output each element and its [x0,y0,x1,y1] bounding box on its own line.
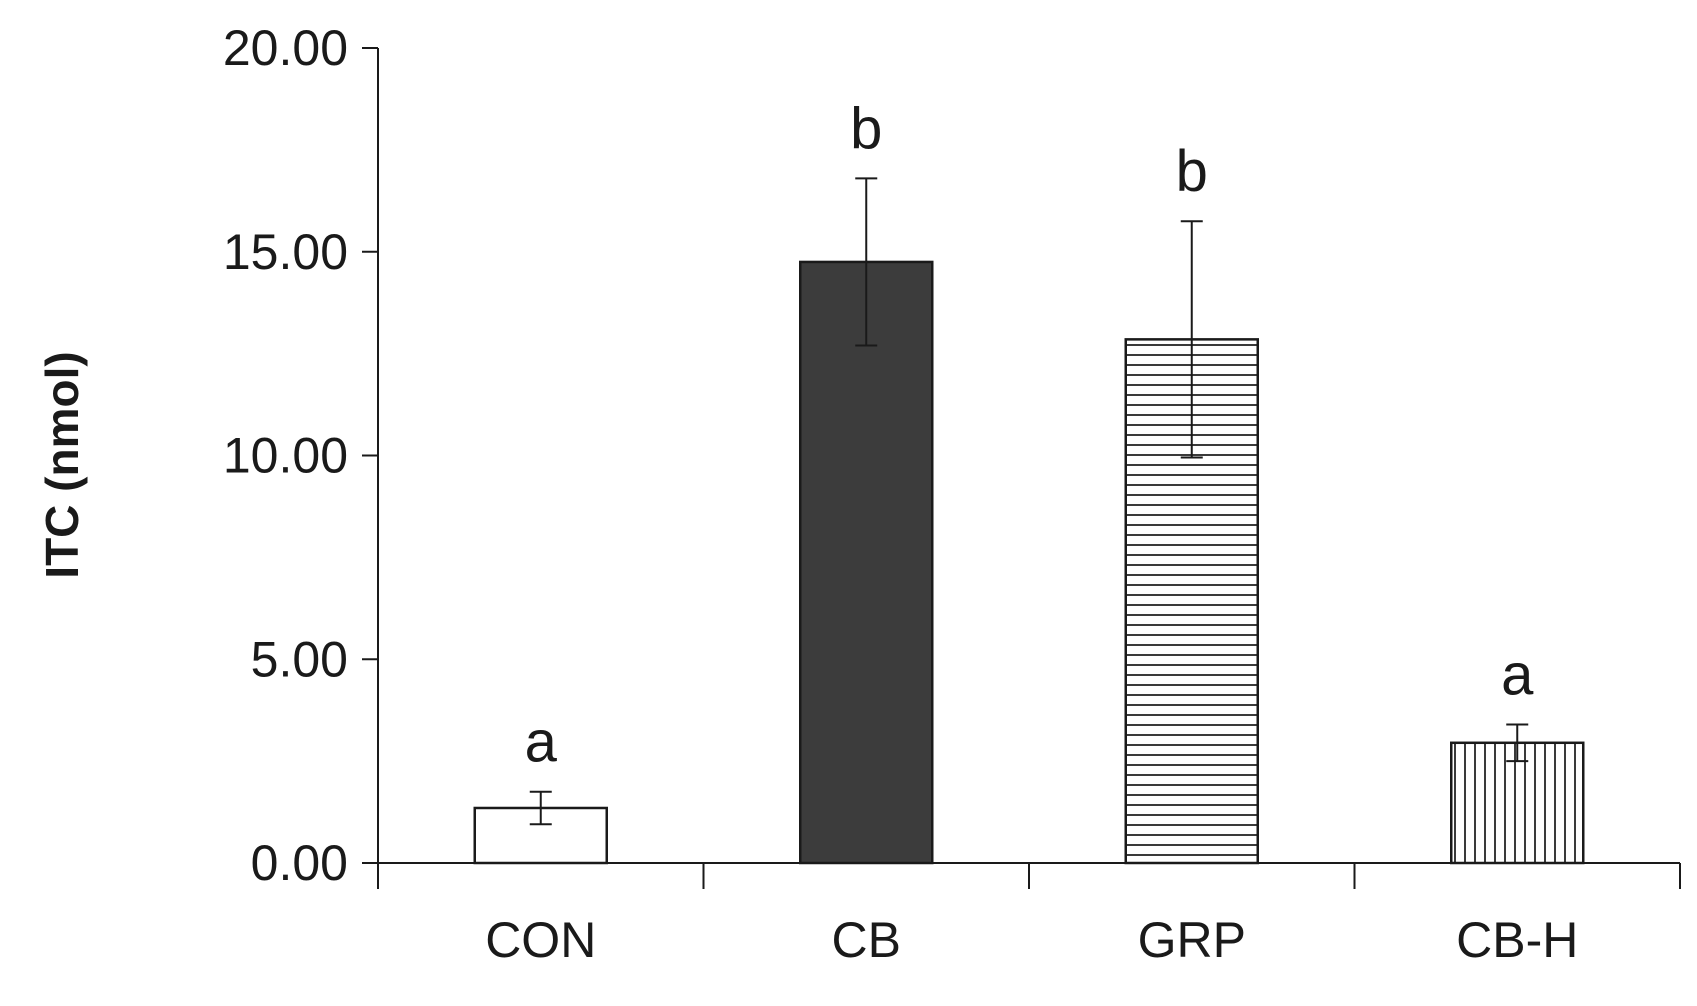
x-category-label: CB [832,912,901,968]
x-category-label: CON [485,912,596,968]
y-tick-label: 5.00 [251,631,348,687]
significance-label: b [1176,139,1208,204]
significance-label: a [525,710,558,775]
y-tick-label: 20.00 [223,20,348,76]
x-category-label: CB-H [1456,912,1578,968]
y-tick-label: 10.00 [223,428,348,484]
y-tick-label: 0.00 [251,835,348,891]
significance-label: b [850,96,882,161]
significance-label: a [1501,642,1534,707]
bar-cb [799,260,934,865]
x-category-label: GRP [1138,912,1246,968]
y-tick-label: 15.00 [223,224,348,280]
y-axis-title: ITC (nmol) [36,351,88,578]
